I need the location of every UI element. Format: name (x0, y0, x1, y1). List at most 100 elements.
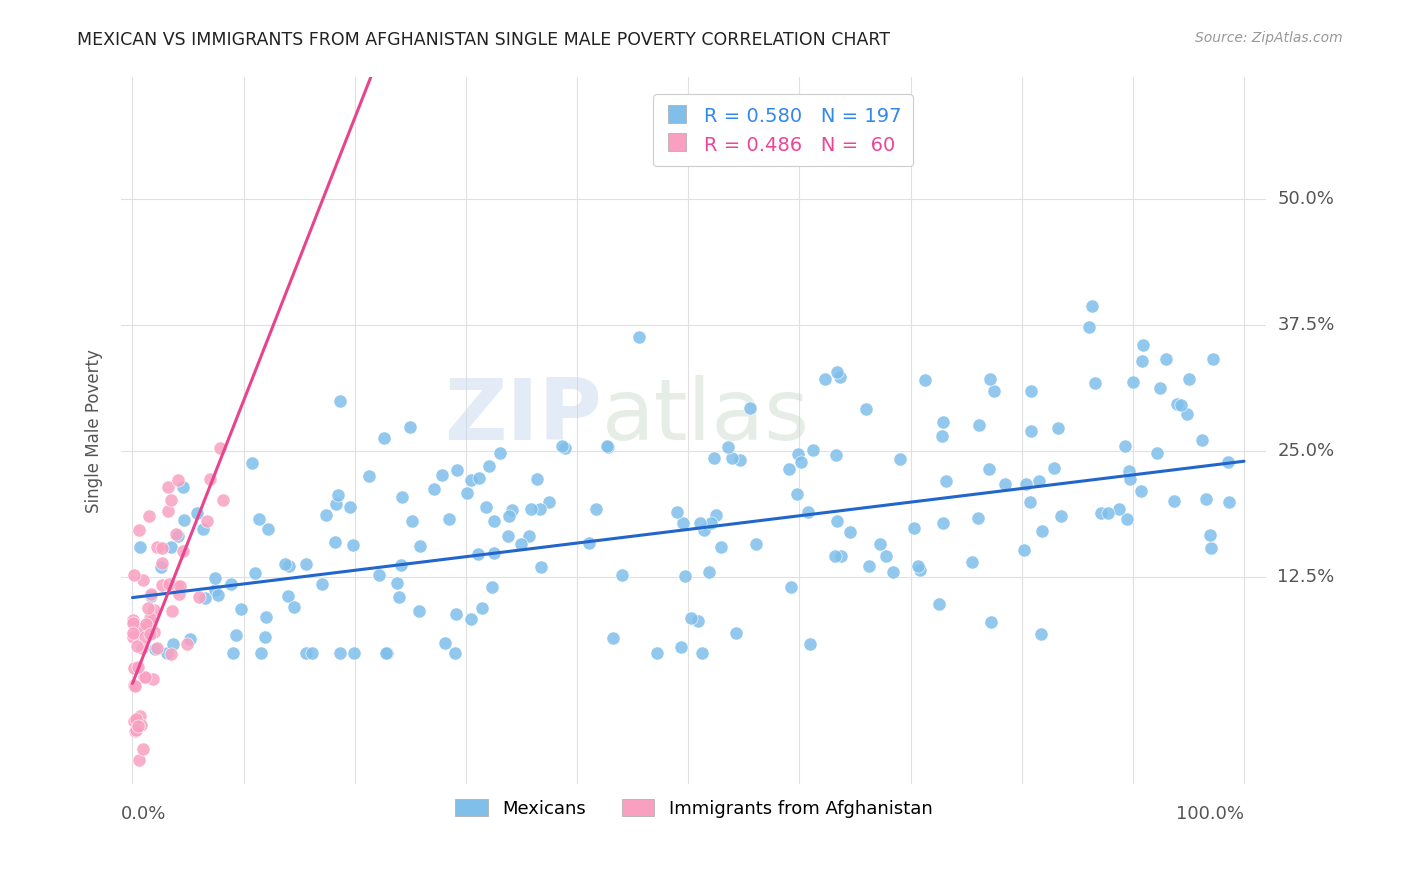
Point (1015, 476, 1038, 491)
Point (257, 522, 280, 536)
Text: 100.0%: 100.0% (1175, 805, 1244, 822)
Point (373, 431, 395, 445)
Point (745, 537, 768, 551)
Point (121, 630, 143, 644)
Point (139, 610, 162, 624)
Point (801, 443, 824, 458)
Point (602, 632, 624, 646)
Point (935, 475, 957, 489)
Point (1118, 464, 1140, 478)
Point (311, 577, 333, 591)
Point (343, 646, 366, 660)
Point (295, 646, 318, 660)
Legend: Mexicans, Immigrants from Afghanistan: Mexicans, Immigrants from Afghanistan (449, 792, 939, 825)
Point (1042, 460, 1064, 475)
Point (329, 394, 352, 409)
Point (432, 468, 454, 483)
Point (1216, 455, 1239, 469)
Point (385, 575, 408, 590)
Point (247, 511, 270, 525)
Point (828, 369, 851, 384)
Point (914, 372, 936, 386)
Point (1195, 491, 1218, 506)
Point (274, 557, 297, 571)
Point (932, 516, 955, 530)
Point (498, 508, 520, 523)
Point (127, 660, 149, 674)
Point (242, 456, 264, 470)
Point (391, 490, 413, 504)
Point (1132, 338, 1154, 352)
Text: MEXICAN VS IMMIGRANTS FROM AFGHANISTAN SINGLE MALE POVERTY CORRELATION CHART: MEXICAN VS IMMIGRANTS FROM AFGHANISTAN S… (77, 31, 890, 49)
Point (468, 471, 491, 485)
Point (825, 514, 848, 528)
Point (738, 401, 761, 415)
Point (325, 497, 347, 511)
Point (1130, 354, 1153, 368)
Point (1029, 627, 1052, 641)
Point (165, 526, 187, 541)
Point (456, 485, 478, 500)
Point (526, 472, 548, 486)
Point (647, 646, 669, 660)
Point (278, 559, 301, 574)
Point (672, 516, 695, 531)
Point (157, 576, 180, 591)
Text: 50.0%: 50.0% (1278, 190, 1334, 208)
Point (475, 500, 498, 515)
Point (433, 636, 456, 650)
Point (160, 604, 183, 618)
Point (323, 535, 346, 549)
Point (186, 507, 208, 521)
Point (368, 568, 391, 582)
Point (145, 640, 167, 655)
Point (254, 609, 277, 624)
Point (889, 451, 911, 466)
Point (903, 520, 925, 534)
Point (979, 462, 1001, 476)
Point (124, 714, 146, 729)
Point (222, 646, 245, 660)
Y-axis label: Single Male Poverty: Single Male Poverty (86, 349, 103, 513)
Point (1050, 509, 1073, 524)
Point (797, 505, 820, 519)
Point (1114, 439, 1136, 453)
Point (814, 371, 837, 385)
Point (530, 560, 553, 574)
Point (128, 620, 150, 634)
Point (628, 329, 651, 343)
Point (838, 525, 860, 540)
Point (1090, 506, 1112, 520)
Point (1178, 372, 1201, 386)
Point (1119, 472, 1142, 486)
Point (690, 646, 713, 660)
Point (301, 646, 323, 660)
Point (478, 459, 501, 474)
Point (673, 568, 696, 582)
Point (150, 556, 173, 570)
Point (160, 647, 183, 661)
Point (125, 639, 148, 653)
Point (339, 500, 361, 515)
Point (169, 579, 191, 593)
Point (1202, 352, 1225, 367)
Point (446, 463, 468, 477)
Point (254, 631, 277, 645)
Point (295, 557, 318, 571)
Point (994, 476, 1017, 491)
Point (1108, 502, 1130, 516)
Point (225, 627, 247, 641)
Point (1078, 319, 1101, 334)
Point (496, 529, 519, 543)
Point (124, 679, 146, 693)
Point (1116, 512, 1139, 526)
Point (121, 613, 143, 627)
Point (207, 588, 229, 602)
Point (159, 540, 181, 554)
Point (204, 571, 226, 585)
Point (194, 591, 217, 605)
Point (139, 587, 162, 601)
Text: 25.0%: 25.0% (1278, 442, 1334, 460)
Point (388, 590, 411, 604)
Point (1081, 299, 1104, 313)
